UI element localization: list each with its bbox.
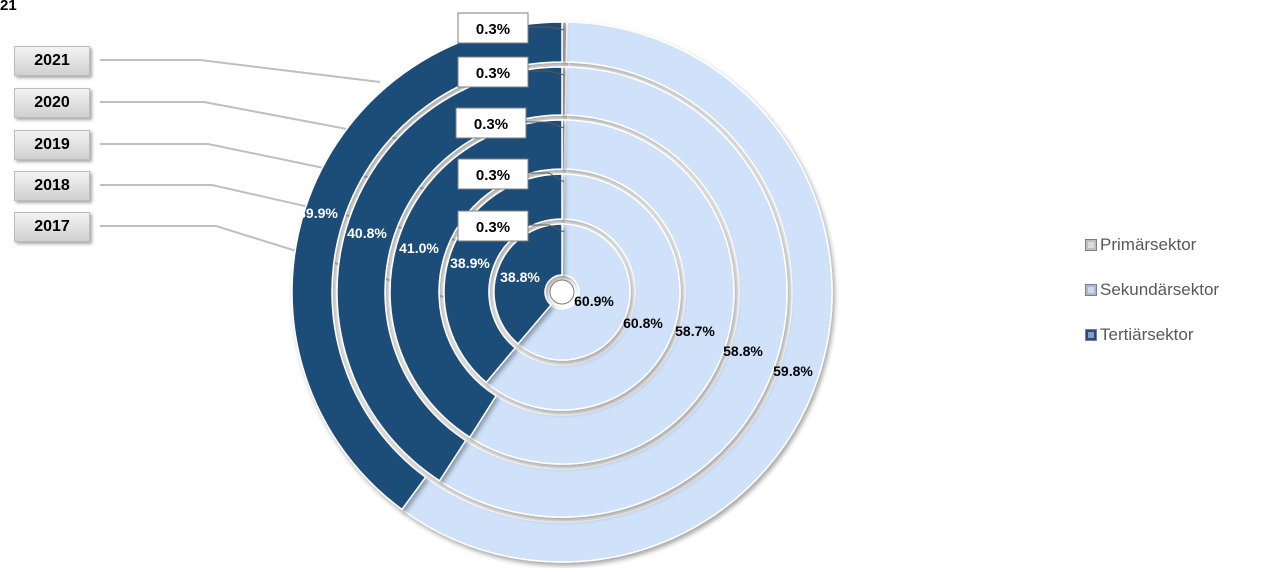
label-connector-2021 <box>528 26 565 31</box>
data-label-sekundaersektor-2020: 58.8% <box>723 343 763 359</box>
label-connector-2017 <box>528 224 565 233</box>
leader-line-2021 <box>100 59 381 83</box>
label-box-primaersektor-2019 <box>455 107 527 139</box>
year-label-2019: 2019 <box>14 130 90 160</box>
label-box-primaersektor-2018 <box>457 158 529 190</box>
legend-swatch-sekundaersektor <box>1085 284 1097 296</box>
label-connector-2020 <box>528 70 565 76</box>
leader-line-2020 <box>100 101 406 141</box>
data-label-primaersektor-2018: 0.3% <box>476 167 510 184</box>
data-label-sekundaersektor-2018: 60.8% <box>623 315 663 331</box>
data-label-tertiaersektor-2019: 41.0% <box>399 240 439 256</box>
segment-tertiarsektor-2020 <box>336 66 563 482</box>
legend-label-sekundaersektor: Sekundärsektor <box>1100 280 1220 299</box>
year-label-2020: 2020 <box>14 88 90 118</box>
segment-sekundarsektor-2021 <box>400 21 833 563</box>
data-label-primaersektor-2017: 0.3% <box>476 219 510 236</box>
data-label-sekundaersektor-2017: 60.9% <box>574 293 614 309</box>
label-box-primaersektor-2021 <box>457 12 529 44</box>
title-fragment: 21 <box>0 0 17 14</box>
year-label-2021: 2021 <box>14 46 90 76</box>
segment-sekundarsektor-2018 <box>485 173 681 411</box>
segment-sekundarsektor-2017 <box>516 223 631 361</box>
data-label-primaersektor-2021: 0.3% <box>476 21 510 38</box>
data-label-tertiaersektor-2018: 38.9% <box>450 255 490 271</box>
legend-swatch-tertiaersektor <box>1085 329 1097 341</box>
data-label-sekundaersektor-2019: 58.7% <box>675 323 715 339</box>
label-connector-2019 <box>526 121 565 129</box>
legend: Primärsektor Sekundärsektor Tertiärsekto… <box>1085 233 1219 368</box>
data-label-sekundaersektor-2021: 59.8% <box>773 363 813 379</box>
segment-tertiarsektor-2017 <box>493 223 563 345</box>
segment-sekundarsektor-2019 <box>468 119 735 465</box>
data-label-primaersektor-2020: 0.3% <box>476 65 510 82</box>
legend-item-primaersektor: Primärsektor <box>1085 233 1219 257</box>
data-label-tertiaersektor-2021: 39.9% <box>298 205 338 221</box>
legend-item-sekundaersektor: Sekundärsektor <box>1085 278 1219 302</box>
segment-sekundarsektor-2020 <box>438 66 788 518</box>
legend-label-tertiaersektor: Tertiärsektor <box>1100 325 1194 344</box>
label-box-primaersektor-2020 <box>457 56 529 88</box>
label-box-primaersektor-2017 <box>457 210 529 242</box>
year-label-2017: 2017 <box>14 212 90 242</box>
legend-label-primaersektor: Primärsektor <box>1100 235 1197 254</box>
data-label-primaersektor-2019: 0.3% <box>474 116 508 133</box>
center-hole <box>549 279 575 305</box>
year-label-2018: 2018 <box>14 171 90 201</box>
legend-item-tertiaersektor: Tertiärsektor <box>1085 323 1219 347</box>
segment-tertiarsektor-2021 <box>291 21 563 511</box>
segment-tertiarsektor-2019 <box>389 119 563 439</box>
label-connector-2018 <box>528 172 565 183</box>
legend-swatch-primaersektor <box>1085 239 1097 251</box>
data-label-tertiaersektor-2017: 38.8% <box>500 269 540 285</box>
data-label-tertiaersektor-2020: 40.8% <box>347 225 387 241</box>
